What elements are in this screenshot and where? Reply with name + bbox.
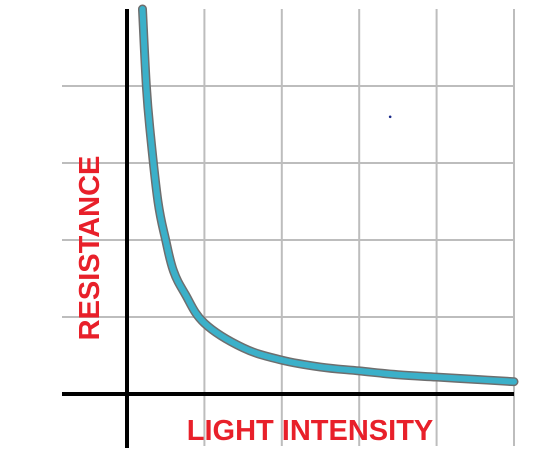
- x-axis-label: LIGHT INTENSITY: [187, 415, 434, 447]
- series-line: [139, 6, 517, 385]
- series-line-outline: [137, 4, 519, 387]
- grid: [62, 9, 515, 446]
- axes: [62, 9, 514, 448]
- series-curve: [137, 4, 519, 387]
- y-axis-label: RESISTANCE: [74, 156, 106, 341]
- annotations: [388, 115, 392, 119]
- annotation-point: [388, 115, 392, 119]
